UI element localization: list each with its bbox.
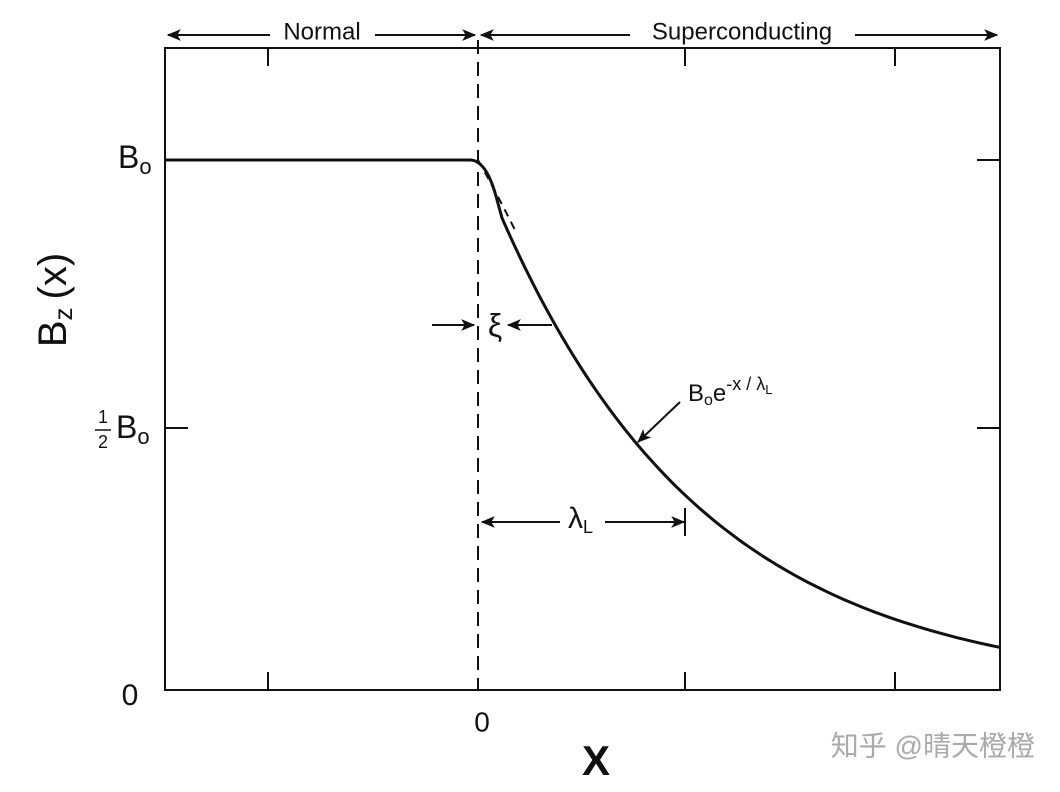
text: (x) [31, 253, 75, 300]
x-tick-label: 0 [474, 706, 490, 737]
plot-frame [164, 47, 1001, 691]
lambda-label: λL [568, 502, 593, 537]
y-axis-label: Bz (x) [31, 253, 78, 347]
curve-label: Boe-x / λL [688, 374, 773, 409]
text: B [688, 380, 704, 407]
text: λ [568, 502, 583, 535]
text: o [704, 392, 713, 409]
y-tick-label: Bo [118, 139, 152, 178]
y-tick-label: Bo [116, 409, 150, 448]
arrow [637, 401, 681, 443]
y-tick-label: 0 [122, 679, 139, 712]
text: e [713, 380, 726, 407]
fraction-num: 1 [98, 407, 108, 427]
watermark: 知乎 @晴天橙橙 [831, 730, 1035, 761]
field-curve [165, 158, 1001, 649]
text: B [118, 139, 139, 175]
x-axis-label: X [582, 737, 610, 784]
region-label: Normal [283, 18, 360, 45]
fraction-den: 2 [98, 432, 108, 452]
dashed-tangent [477, 159, 516, 231]
xi-label: ξ [488, 307, 502, 343]
text: o [137, 424, 149, 449]
text: L [583, 517, 593, 537]
text: L [765, 382, 772, 397]
text: o [139, 154, 151, 179]
region-label: Superconducting [652, 18, 832, 45]
text: B [116, 409, 137, 445]
text: B [31, 320, 75, 347]
text: -x / λ [726, 374, 765, 394]
text: z [48, 307, 78, 320]
